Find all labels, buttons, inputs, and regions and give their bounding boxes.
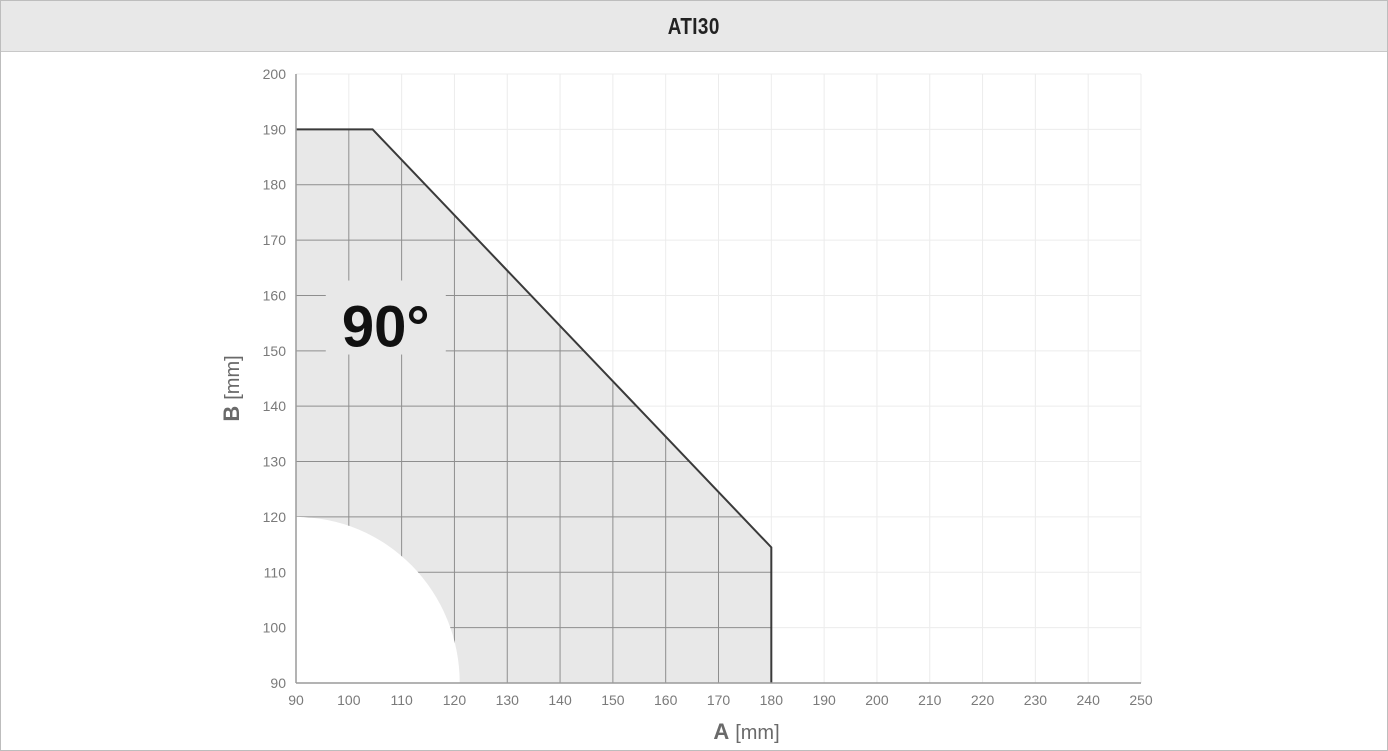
- x-tick-190: 190: [812, 692, 836, 708]
- y-tick-160: 160: [263, 287, 287, 303]
- y-axis-label-main: B: [219, 406, 244, 422]
- excluded-quarter-circle: [296, 516, 460, 683]
- y-tick-110: 110: [264, 564, 287, 580]
- x-tick-140: 140: [548, 692, 572, 708]
- x-axis-label-unit: [mm]: [735, 722, 779, 744]
- y-axis-label: B [mm]: [219, 355, 244, 421]
- angle-annotation: 90°: [342, 295, 430, 360]
- x-tick-labels: 90 100 110 120 130 140 150 160 170 180 190 200 210 22…: [288, 692, 1153, 708]
- y-tick-90: 90: [270, 675, 286, 691]
- y-tick-190: 190: [263, 121, 287, 137]
- x-tick-120: 120: [443, 692, 467, 708]
- x-tick-240: 240: [1077, 692, 1101, 708]
- x-tick-210: 210: [918, 692, 942, 708]
- chart-header: ATI30: [1, 1, 1387, 52]
- x-tick-100: 100: [337, 692, 361, 708]
- x-tick-170: 170: [707, 692, 731, 708]
- x-tick-110: 110: [390, 692, 413, 708]
- x-tick-250: 250: [1129, 692, 1153, 708]
- angle-annotation-background: [325, 280, 446, 355]
- x-tick-150: 150: [601, 692, 625, 708]
- y-tick-labels: 90 100 110 120 130 140 150 160 170 180 190 200: [263, 66, 287, 691]
- x-axis-label: A [mm]: [713, 719, 779, 744]
- y-tick-140: 140: [263, 398, 287, 414]
- x-axis-label-main: A: [713, 719, 729, 744]
- chart-title: ATI30: [667, 12, 721, 39]
- x-tick-90: 90: [288, 692, 304, 708]
- y-axis-label-unit: [mm]: [222, 355, 244, 399]
- y-tick-150: 150: [263, 343, 287, 359]
- axes: [295, 74, 1141, 684]
- x-tick-180: 180: [760, 692, 784, 708]
- y-tick-120: 120: [263, 509, 287, 525]
- x-tick-160: 160: [654, 692, 678, 708]
- x-tick-220: 220: [971, 692, 995, 708]
- y-tick-170: 170: [263, 232, 287, 248]
- angle-annotation-group: 90°: [325, 280, 446, 360]
- y-tick-180: 180: [263, 177, 287, 193]
- y-tick-100: 100: [263, 620, 287, 636]
- y-tick-200: 200: [263, 66, 287, 82]
- x-tick-200: 200: [865, 692, 889, 708]
- x-tick-230: 230: [1024, 692, 1048, 708]
- y-tick-130: 130: [263, 454, 287, 470]
- region-boundary-line: [296, 128, 773, 683]
- x-tick-130: 130: [496, 692, 520, 708]
